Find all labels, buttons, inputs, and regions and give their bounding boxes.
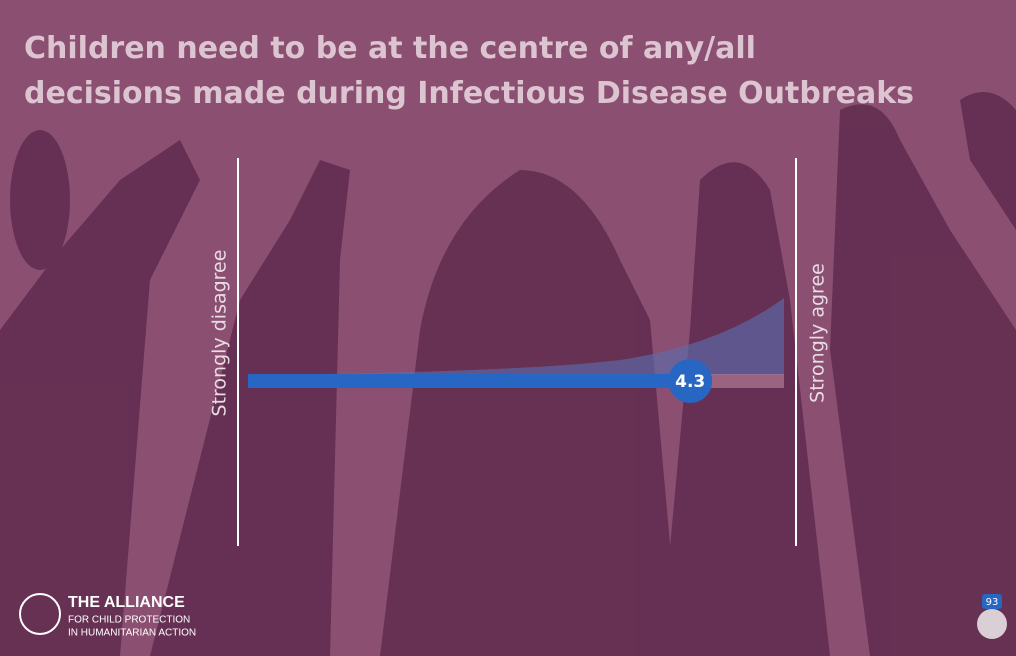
logo-line: FOR CHILD PROTECTION	[68, 615, 190, 626]
logo-line: IN HUMANITARIAN ACTION	[68, 628, 196, 639]
logo-name: THE ALLIANCE	[68, 594, 185, 611]
participant-icon[interactable]	[977, 609, 1007, 639]
max-label: Strongly agree	[807, 263, 829, 403]
min-label: Strongly disagree	[209, 250, 231, 417]
slide: Strongly disagree Strongly agree THE ALL…	[0, 0, 1016, 656]
value-label: 4.3	[675, 372, 705, 392]
participant-count: 93	[986, 597, 999, 608]
question-title: Children need to be at the centre of any…	[24, 26, 924, 116]
value-bar	[248, 374, 690, 388]
